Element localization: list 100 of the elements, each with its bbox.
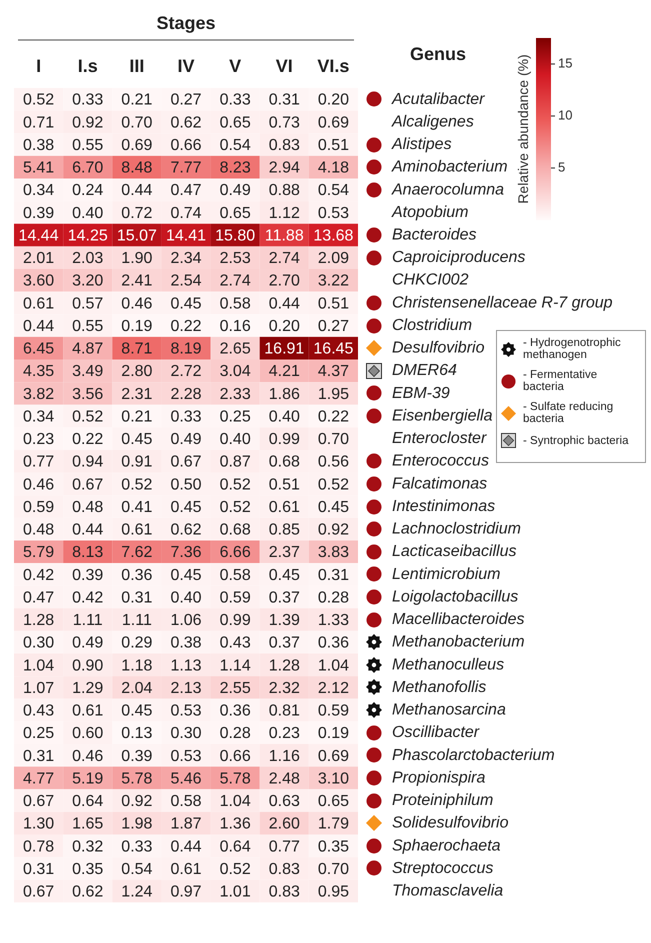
data-label: 0.37	[268, 589, 300, 606]
data-label: 1.39	[268, 612, 300, 630]
x-tick-label: V	[229, 56, 242, 76]
data-label: 0.77	[268, 838, 300, 856]
color-bar-label: 5	[558, 160, 566, 175]
data-label: 15.07	[116, 227, 157, 244]
data-label: 0.30	[23, 634, 54, 652]
data-label: 1.36	[220, 816, 251, 833]
data-label: 0.31	[318, 566, 350, 584]
data-label: 2.55	[220, 680, 251, 697]
data-label: 0.61	[23, 295, 54, 312]
data-label: 0.42	[23, 566, 54, 584]
y-tick-label: Atopobium	[391, 204, 468, 221]
data-label: 0.23	[23, 431, 54, 448]
data-label: 0.67	[170, 454, 202, 471]
data-label: 0.62	[72, 883, 104, 900]
data-label: 5.78	[220, 770, 251, 788]
data-label: 0.47	[23, 589, 54, 606]
y-tick-label: Bacteroides	[392, 226, 476, 244]
data-label: 3.83	[318, 544, 350, 562]
y-tick-label: Falcatimonas	[392, 475, 488, 492]
color-bar-title: Relative abundance (%)	[514, 54, 531, 204]
data-label: 0.70	[121, 114, 153, 132]
data-label: 0.34	[23, 182, 54, 200]
data-label: 0.92	[72, 114, 104, 132]
data-label: 0.85	[268, 522, 300, 539]
y-tick-label: Solidesulfovibrio	[392, 814, 509, 832]
y-tick-label: Sphaerochaeta	[392, 837, 501, 854]
data-label: 1.06	[170, 612, 202, 630]
data-label: 2.09	[318, 250, 350, 268]
data-label: 5.46	[170, 770, 202, 788]
data-label: 0.22	[72, 431, 104, 448]
data-label: 1.04	[23, 657, 54, 674]
y-tick-label: Propionispira	[392, 769, 486, 786]
data-label: 0.70	[318, 860, 350, 878]
data-label: 0.19	[318, 725, 350, 742]
data-label: 3.60	[23, 272, 54, 290]
data-label: 0.65	[220, 114, 251, 132]
data-label: 0.64	[72, 793, 104, 810]
y-tick-label: Methanoculleus	[392, 656, 504, 674]
y-tick-label: Phascolarctobacterium	[392, 746, 555, 764]
data-label: 2.65	[220, 340, 251, 358]
data-label: 1.29	[72, 680, 104, 697]
data-label: 16.91	[264, 340, 304, 358]
data-label: 0.38	[23, 136, 54, 154]
data-label: 0.74	[170, 204, 202, 222]
x-tick-label: IV	[177, 56, 195, 76]
data-label: 0.34	[23, 408, 54, 426]
data-label: 5.41	[23, 160, 54, 177]
data-label: 0.37	[268, 634, 300, 652]
y-tick-label: Alcaligenes	[391, 113, 474, 130]
data-label: 1.24	[121, 883, 153, 900]
data-label: 0.29	[121, 634, 153, 652]
data-label: 0.28	[220, 725, 251, 742]
data-label: 3.82	[23, 386, 54, 403]
data-label: 0.45	[121, 702, 153, 720]
data-label: 0.62	[170, 522, 202, 539]
y-tick-label: Anaerocolumna	[391, 181, 504, 198]
data-label: 14.41	[166, 227, 206, 244]
data-label: 2.31	[121, 386, 153, 403]
data-label: 0.57	[72, 295, 104, 312]
data-label: 0.33	[220, 92, 251, 109]
data-label: 6.70	[72, 160, 104, 177]
data-label: 0.40	[220, 431, 251, 448]
y-tick-label: EBM-39	[392, 384, 450, 402]
data-label: 0.23	[268, 725, 300, 742]
data-label: 0.55	[72, 318, 104, 335]
y-tick-label: Eisenbergiella	[392, 407, 493, 424]
data-label: 0.49	[220, 182, 251, 200]
text: - Hydrogenotrophic methanogen	[523, 337, 622, 361]
data-label: 0.99	[268, 431, 300, 448]
y-tick-label: Caproiciproducens	[392, 249, 526, 266]
data-label: 0.69	[121, 136, 153, 154]
data-label: 0.58	[170, 793, 202, 810]
data-label: 0.67	[23, 883, 54, 900]
data-label: 2.80	[121, 363, 153, 380]
data-label: 0.36	[220, 702, 251, 720]
data-label: 0.73	[268, 114, 300, 132]
data-label: 0.99	[220, 612, 251, 630]
data-label: 0.40	[268, 408, 300, 426]
data-label: 2.60	[268, 816, 300, 833]
data-label: 7.62	[121, 544, 153, 562]
data-label: 11.88	[264, 227, 304, 244]
data-label: 0.92	[121, 793, 153, 810]
data-label: 0.41	[121, 498, 153, 516]
data-label: 2.48	[268, 770, 300, 788]
x-tick-label: VI	[276, 56, 293, 76]
data-label: 8.71	[121, 340, 153, 358]
data-label: 5.78	[121, 770, 153, 788]
data-label: 0.46	[72, 748, 104, 765]
data-label: 0.69	[318, 748, 350, 765]
data-label: 4.18	[318, 160, 350, 177]
data-label: 0.67	[72, 476, 104, 494]
data-label: 1.07	[23, 680, 54, 697]
text: - Fermentative bacteria	[523, 369, 598, 393]
data-label: 1.87	[170, 816, 202, 833]
data-label: 0.68	[220, 522, 251, 539]
data-label: 1.04	[220, 793, 251, 810]
data-label: 14.44	[18, 227, 59, 244]
data-label: 0.22	[170, 318, 202, 335]
